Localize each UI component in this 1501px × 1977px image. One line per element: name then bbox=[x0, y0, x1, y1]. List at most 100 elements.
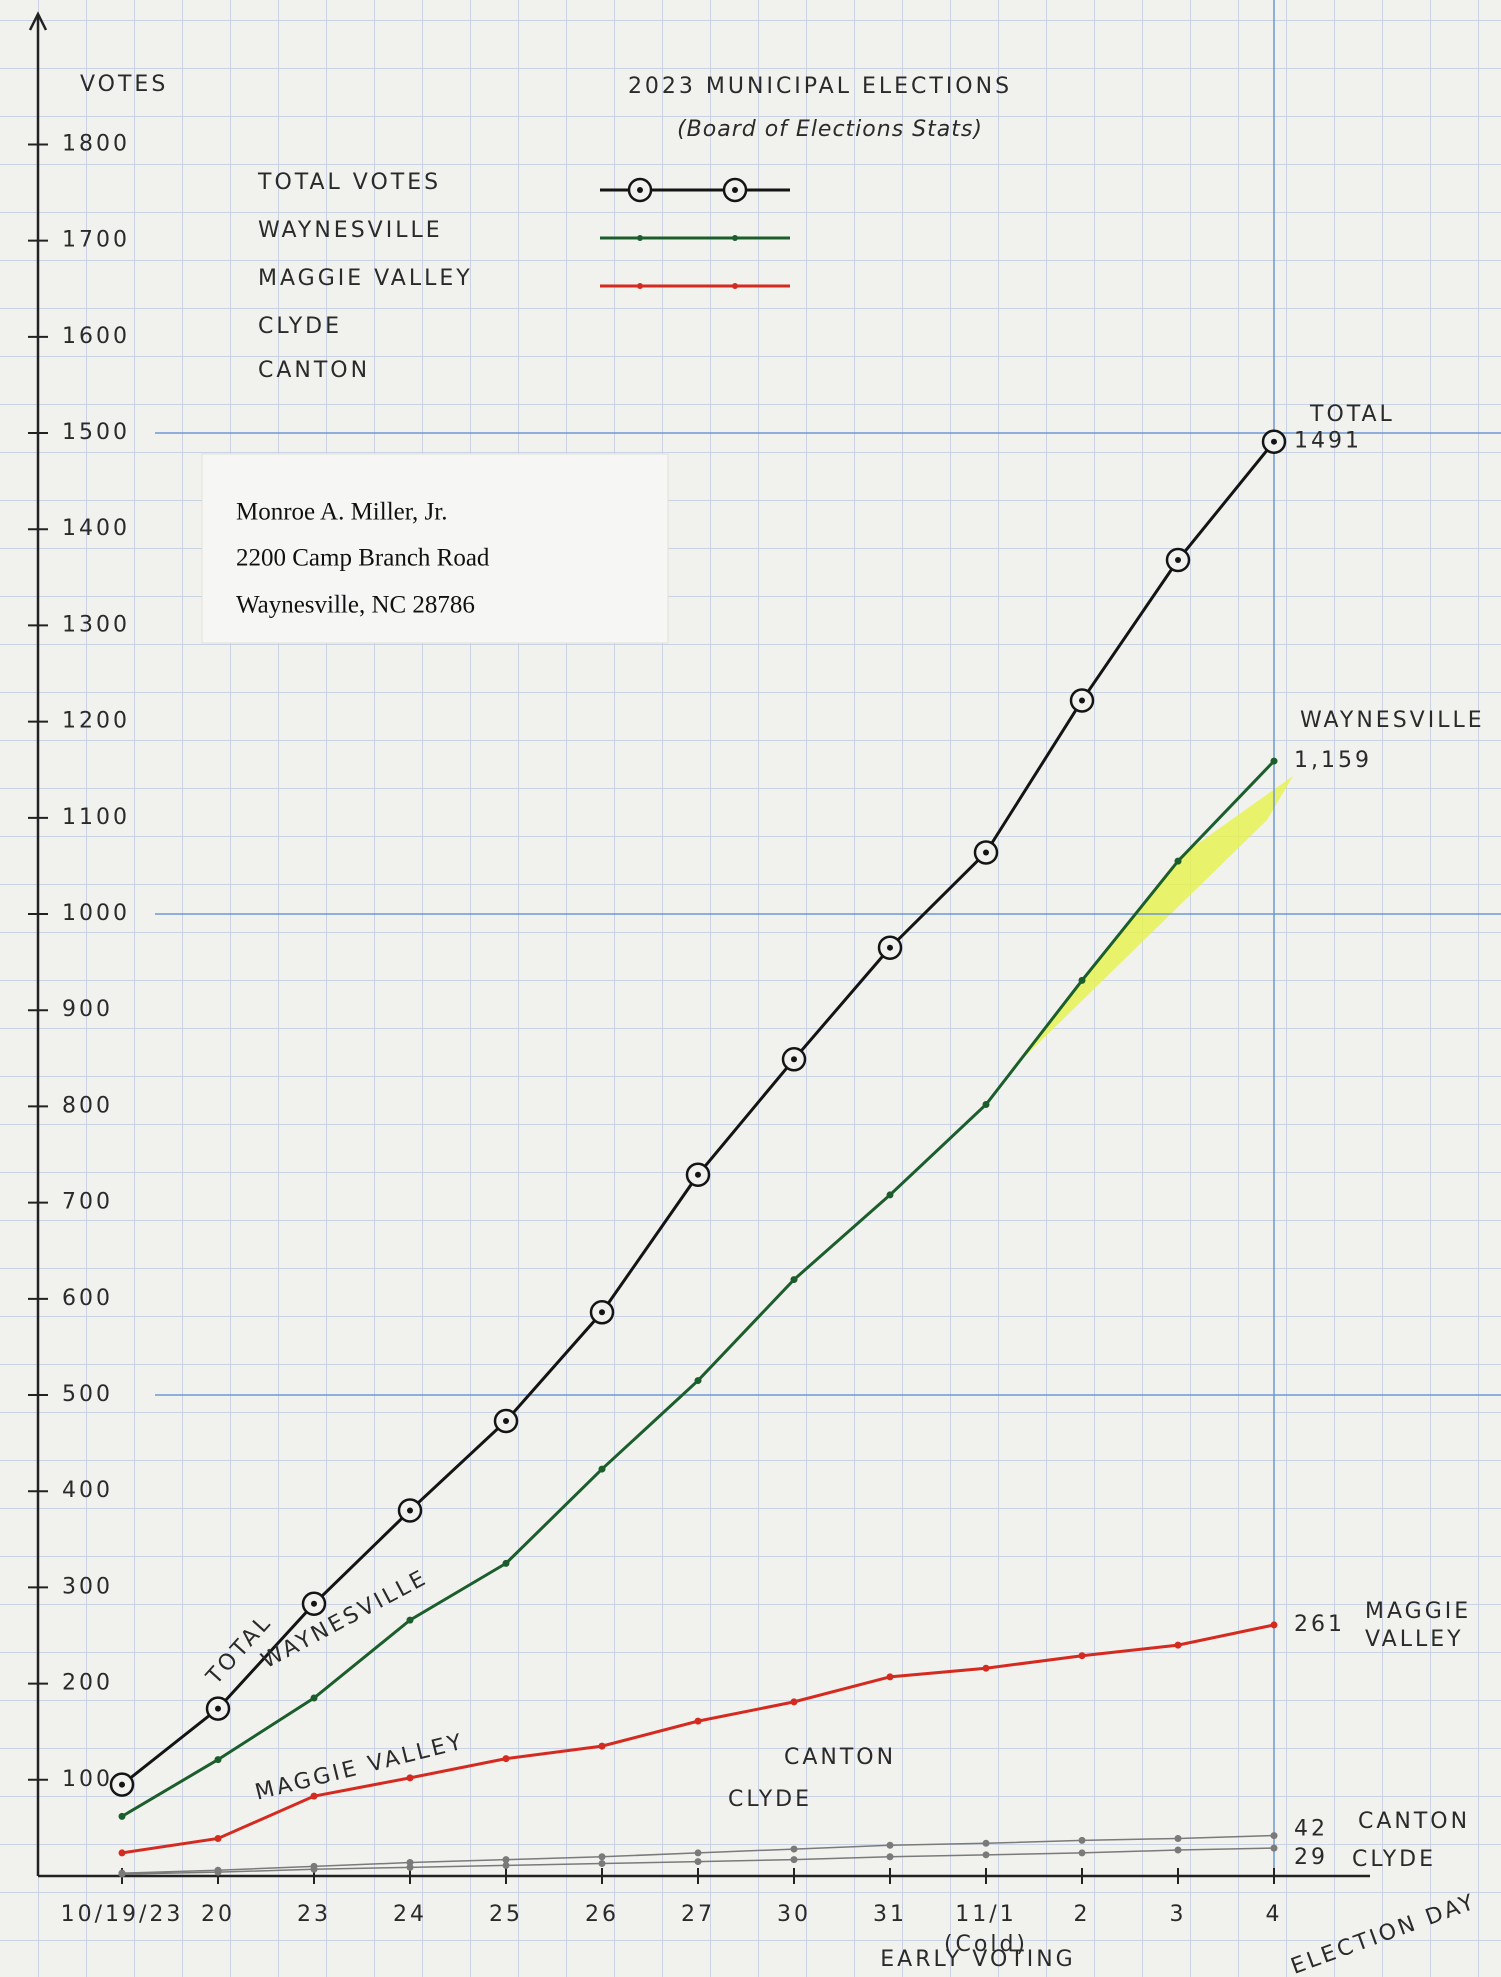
end-label: MAGGIE bbox=[1365, 1599, 1471, 1624]
point-marker bbox=[1174, 1846, 1182, 1854]
x-tick-label: 26 bbox=[585, 1902, 619, 1927]
y-tick-label: 200 bbox=[62, 1671, 113, 1696]
end-label: CLYDE bbox=[1352, 1847, 1436, 1872]
x-tick-note: (Cold) bbox=[944, 1932, 1028, 1957]
point-marker bbox=[790, 1698, 798, 1706]
point-marker bbox=[694, 1858, 702, 1866]
point-marker bbox=[982, 1839, 990, 1847]
line-label: CLYDE bbox=[728, 1787, 812, 1812]
x-tick-label: 4 bbox=[1266, 1902, 1283, 1927]
y-tick-label: 600 bbox=[62, 1286, 113, 1311]
x-tick-label: 23 bbox=[297, 1902, 331, 1927]
value-label: 261 bbox=[1294, 1612, 1345, 1637]
point-center bbox=[215, 1705, 221, 1712]
end-label: TOTAL bbox=[1309, 402, 1395, 427]
legend-marker bbox=[637, 187, 643, 193]
legend-marker bbox=[732, 187, 738, 193]
point-center bbox=[887, 944, 893, 951]
point-marker bbox=[1078, 976, 1086, 984]
chart-subtitle: (Board of Elections Stats) bbox=[677, 117, 983, 142]
line-label: CANTON bbox=[784, 1745, 896, 1770]
point-marker bbox=[598, 1859, 606, 1867]
value-label: 1491 bbox=[1294, 429, 1362, 454]
y-tick-label: 300 bbox=[62, 1574, 113, 1599]
point-marker bbox=[598, 1465, 606, 1473]
chart-title: 2023 MUNICIPAL ELECTIONS bbox=[628, 74, 1012, 99]
legend-marker bbox=[732, 235, 738, 241]
address-label bbox=[201, 453, 669, 644]
x-axis-label: EARLY VOTING bbox=[880, 1947, 1075, 1972]
point-center bbox=[1175, 557, 1181, 564]
end-label: VALLEY bbox=[1365, 1627, 1464, 1652]
y-tick-label: 1000 bbox=[62, 901, 130, 926]
y-tick-label: 1500 bbox=[62, 420, 130, 445]
point-center bbox=[503, 1417, 509, 1424]
legend-marker bbox=[732, 283, 738, 289]
point-center bbox=[791, 1056, 797, 1063]
line-label: MAGGIE VALLEY bbox=[253, 1729, 467, 1805]
point-marker bbox=[406, 1859, 414, 1867]
point-marker bbox=[406, 1616, 414, 1624]
address-line: Waynesville, NC 28786 bbox=[236, 592, 475, 619]
y-tick-label: 500 bbox=[62, 1382, 113, 1407]
value-label: 29 bbox=[1294, 1845, 1328, 1870]
point-marker bbox=[1174, 1641, 1182, 1649]
point-marker bbox=[1078, 1836, 1086, 1844]
point-marker bbox=[982, 1664, 990, 1672]
point-center bbox=[695, 1171, 701, 1178]
point-marker bbox=[1078, 1849, 1086, 1857]
x-tick-label: 3 bbox=[1170, 1902, 1187, 1927]
point-marker bbox=[790, 1276, 798, 1284]
legend-label: MAGGIE VALLEY bbox=[258, 266, 473, 291]
point-marker bbox=[310, 1792, 318, 1800]
axis-arrow bbox=[28, 11, 48, 31]
point-marker bbox=[502, 1755, 510, 1763]
y-tick-label: 1300 bbox=[62, 612, 130, 637]
point-marker bbox=[790, 1856, 798, 1864]
y-tick-label: 1600 bbox=[62, 324, 130, 349]
point-marker bbox=[118, 1849, 126, 1857]
value-label: 42 bbox=[1294, 1817, 1328, 1842]
point-center bbox=[1271, 438, 1277, 445]
point-marker bbox=[1174, 1834, 1182, 1842]
y-tick-label: 800 bbox=[62, 1093, 113, 1118]
point-marker bbox=[694, 1717, 702, 1725]
point-marker bbox=[118, 1812, 126, 1820]
point-marker bbox=[502, 1856, 510, 1864]
legend-label: WAYNESVILLE bbox=[258, 218, 443, 243]
x-tick-label: 20 bbox=[201, 1902, 235, 1927]
point-marker bbox=[694, 1377, 702, 1385]
point-center bbox=[1079, 697, 1085, 704]
address-line: 2200 Camp Branch Road bbox=[236, 545, 490, 572]
y-tick-label: 1400 bbox=[62, 516, 130, 541]
point-marker bbox=[502, 1861, 510, 1869]
point-marker bbox=[310, 1862, 318, 1870]
x-tick-label: 2 bbox=[1074, 1902, 1091, 1927]
x-tick-label: 11/1 bbox=[955, 1902, 1016, 1927]
legend-label: CANTON bbox=[258, 358, 370, 383]
point-marker bbox=[1270, 1832, 1278, 1840]
point-marker bbox=[214, 1866, 222, 1874]
legend-label: CLYDE bbox=[258, 314, 342, 339]
point-marker bbox=[790, 1845, 798, 1853]
x-tick-label: 30 bbox=[777, 1902, 811, 1927]
legend-marker bbox=[637, 283, 643, 289]
y-tick-label: 100 bbox=[62, 1767, 113, 1792]
point-marker bbox=[886, 1853, 894, 1861]
point-marker bbox=[214, 1834, 222, 1842]
point-marker bbox=[406, 1774, 414, 1782]
x-tick-label: 25 bbox=[489, 1902, 523, 1927]
y-tick-label: 400 bbox=[62, 1478, 113, 1503]
point-marker bbox=[310, 1694, 318, 1702]
point-marker bbox=[1078, 1652, 1086, 1660]
point-marker bbox=[214, 1756, 222, 1764]
y-tick-label: 1700 bbox=[62, 228, 130, 253]
x-tick-label: 10/19/23 bbox=[61, 1902, 184, 1927]
point-marker bbox=[1270, 757, 1278, 765]
y-tick-label: 1100 bbox=[62, 805, 130, 830]
point-marker bbox=[406, 1863, 414, 1871]
x-tick-note: ELECTION DAY bbox=[1288, 1889, 1480, 1977]
y-tick-label: 1200 bbox=[62, 709, 130, 734]
